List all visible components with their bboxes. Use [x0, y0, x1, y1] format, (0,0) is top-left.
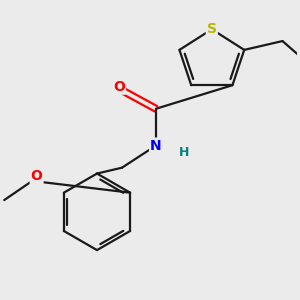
Text: H: H	[179, 146, 189, 159]
Text: O: O	[31, 169, 43, 184]
Text: O: O	[113, 80, 125, 94]
Text: S: S	[207, 22, 217, 36]
Text: N: N	[150, 139, 162, 153]
